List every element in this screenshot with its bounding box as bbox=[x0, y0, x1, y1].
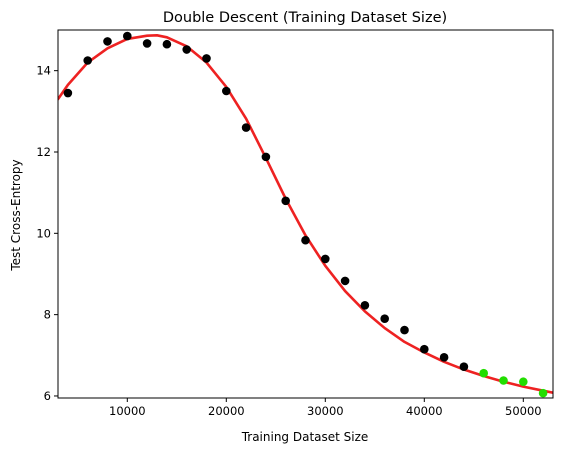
data-point-s0-5 bbox=[162, 39, 172, 49]
data-point-s0-11 bbox=[281, 196, 291, 206]
data-point-s0-6 bbox=[182, 45, 191, 54]
x-tick-label-50000: 50000 bbox=[505, 404, 542, 418]
data-point-s0-1 bbox=[83, 56, 92, 65]
data-point-s1-1 bbox=[499, 376, 508, 385]
data-point-s0-3 bbox=[123, 31, 132, 41]
x-tick-label-30000: 30000 bbox=[307, 404, 344, 418]
data-points-layer bbox=[63, 31, 548, 398]
data-point-s0-15 bbox=[360, 300, 370, 310]
data-point-s0-18 bbox=[420, 344, 429, 354]
y-tick-label-8: 8 bbox=[44, 308, 51, 322]
data-point-s0-0 bbox=[63, 88, 73, 98]
y-axis-label: Test Cross-Entropy bbox=[9, 159, 23, 271]
data-point-s0-7 bbox=[202, 54, 211, 63]
x-tick-label-20000: 20000 bbox=[208, 404, 245, 418]
data-point-s0-20 bbox=[459, 362, 469, 371]
y-tick-label-12: 12 bbox=[36, 145, 51, 159]
data-point-s0-14 bbox=[340, 276, 350, 286]
data-point-s0-2 bbox=[103, 37, 112, 46]
data-point-s0-8 bbox=[222, 86, 231, 96]
x-axis-label: Training Dataset Size bbox=[241, 430, 369, 444]
data-point-s1-3 bbox=[538, 388, 548, 398]
axis-ticks-layer: 10000 20000 30000 40000 50000 6 8 10 12 14 bbox=[36, 64, 541, 418]
fit-curve bbox=[58, 33, 553, 395]
data-point-s0-19 bbox=[439, 353, 449, 362]
x-tick-label-40000: 40000 bbox=[406, 404, 443, 418]
data-point-s0-17 bbox=[400, 325, 409, 335]
data-point-s0-9 bbox=[241, 123, 251, 132]
y-tick-label-6: 6 bbox=[44, 389, 51, 403]
x-tick-label-10000: 10000 bbox=[109, 404, 146, 418]
data-point-s1-0 bbox=[479, 368, 489, 378]
y-tick-label-10: 10 bbox=[36, 226, 51, 240]
fit-curve-layer bbox=[58, 33, 553, 395]
data-point-s0-4 bbox=[142, 39, 152, 48]
data-point-s1-2 bbox=[519, 377, 528, 387]
chart-title: Double Descent (Training Dataset Size) bbox=[163, 10, 447, 26]
plot-frame bbox=[57, 29, 554, 399]
data-point-s0-13 bbox=[321, 254, 330, 264]
data-point-s0-10 bbox=[261, 152, 271, 162]
data-point-s0-16 bbox=[380, 314, 390, 324]
y-tick-label-14: 14 bbox=[36, 64, 51, 78]
data-point-s0-12 bbox=[301, 235, 310, 245]
